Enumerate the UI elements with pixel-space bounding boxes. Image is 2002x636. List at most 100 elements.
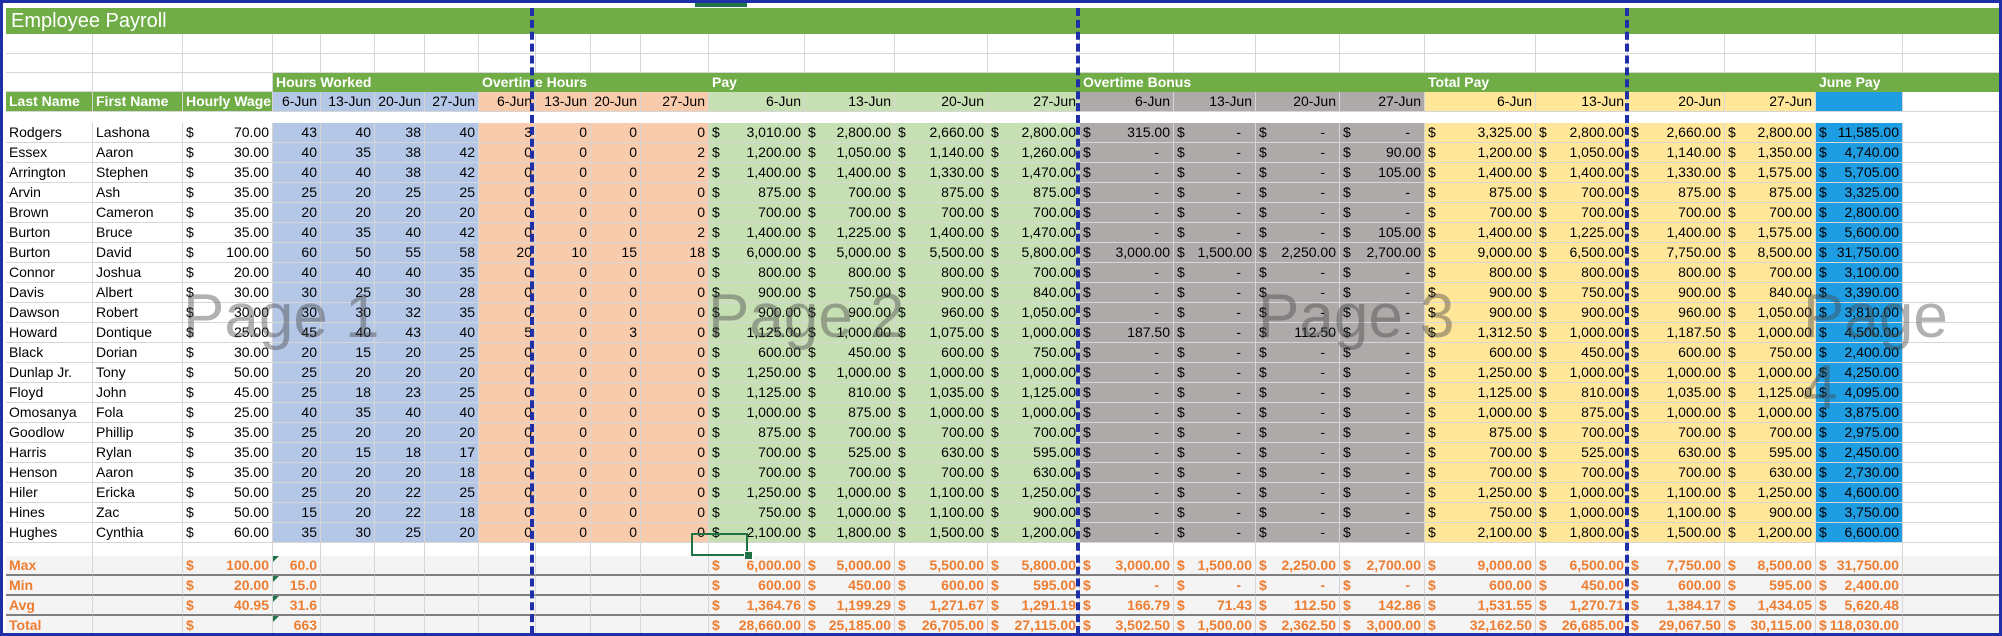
empty-cell[interactable] — [591, 556, 641, 576]
empty-cell[interactable] — [1340, 34, 1425, 54]
empty-cell[interactable] — [321, 556, 375, 576]
cell-last-name[interactable]: Dawson — [6, 303, 93, 323]
cell-overtime-hours[interactable]: 0 — [641, 123, 709, 143]
cell-overtime-hours[interactable]: 0 — [479, 183, 536, 203]
empty-cell[interactable] — [6, 34, 93, 54]
cell-hourly-wage[interactable]: $35.00 — [183, 203, 273, 223]
cell-total-pay[interactable]: $700.00 — [1536, 463, 1628, 483]
cell-overtime-bonus[interactable]: $ - — [1080, 403, 1174, 423]
cell-overtime-bonus[interactable]: $ - — [1256, 183, 1340, 203]
cell-overtime-bonus[interactable]: $ - — [1256, 503, 1340, 523]
cell-overtime-bonus[interactable]: $ - — [1174, 323, 1256, 343]
empty-cell[interactable] — [641, 53, 709, 73]
cell-last-name[interactable]: Arvin — [6, 183, 93, 203]
cell-stat-total[interactable]: $595.00 — [1725, 576, 1816, 596]
empty-cell[interactable] — [425, 616, 479, 633]
empty-cell[interactable] — [1903, 243, 1999, 263]
cell-pay[interactable]: $810.00 — [805, 383, 895, 403]
cell-overtime-bonus[interactable]: $ - — [1340, 283, 1425, 303]
cell-total-pay[interactable]: $700.00 — [1725, 423, 1816, 443]
cell-hourly-wage[interactable]: $20.00 — [183, 263, 273, 283]
cell-total-pay[interactable]: $1,400.00 — [1425, 163, 1536, 183]
cell-hourly-wage[interactable]: $30.00 — [183, 143, 273, 163]
cell-total-pay[interactable]: $1,575.00 — [1725, 223, 1816, 243]
cell-total-pay[interactable]: $1,350.00 — [1725, 143, 1816, 163]
cell-overtime-hours[interactable]: 0 — [479, 403, 536, 423]
cell-pay[interactable]: $600.00 — [895, 343, 988, 363]
cell-june-pay[interactable]: $2,730.00 — [1816, 463, 1903, 483]
cell-overtime-bonus[interactable]: $ - — [1340, 403, 1425, 423]
cell-pay[interactable]: $1,000.00 — [895, 363, 988, 383]
column-header-first-name[interactable]: First Name — [93, 92, 183, 112]
column-header-june[interactable] — [1816, 92, 1903, 112]
empty-cell[interactable] — [536, 556, 591, 576]
cell-june-pay[interactable]: $3,390.00 — [1816, 283, 1903, 303]
cell-stat-total[interactable]: $6,500.00 — [1536, 556, 1628, 576]
cell-overtime-hours[interactable]: 0 — [641, 443, 709, 463]
column-header-date[interactable]: 27-Jun — [1725, 92, 1816, 112]
cell-pay[interactable]: $700.00 — [709, 443, 805, 463]
cell-overtime-bonus[interactable]: $ - — [1174, 463, 1256, 483]
cell-total-pay[interactable]: $875.00 — [1536, 403, 1628, 423]
cell-overtime-bonus[interactable]: $ - — [1174, 223, 1256, 243]
cell-total-pay[interactable]: $1,330.00 — [1628, 163, 1725, 183]
cell-pay[interactable]: $1,225.00 — [805, 223, 895, 243]
cell-pay[interactable]: $1,000.00 — [805, 483, 895, 503]
cell-total-pay[interactable]: $700.00 — [1628, 423, 1725, 443]
empty-cell[interactable] — [1903, 363, 1999, 383]
cell-overtime-hours[interactable]: 0 — [536, 363, 591, 383]
cell-overtime-hours[interactable]: 0 — [536, 403, 591, 423]
cell-june-pay[interactable]: $3,100.00 — [1816, 263, 1903, 283]
cell-pay[interactable]: $1,050.00 — [805, 143, 895, 163]
column-header-date[interactable]: 13-Jun — [536, 92, 591, 112]
cell-overtime-bonus[interactable]: $ - — [1256, 463, 1340, 483]
cell-total-pay[interactable]: $960.00 — [1628, 303, 1725, 323]
cell-pay[interactable]: $5,000.00 — [805, 243, 895, 263]
cell-stat-total[interactable]: $29,067.50 — [1628, 616, 1725, 633]
cell-hours[interactable]: 28 — [425, 283, 479, 303]
cell-overtime-hours[interactable]: 0 — [536, 383, 591, 403]
empty-cell[interactable] — [641, 34, 709, 54]
cell-total-pay[interactable]: $600.00 — [1628, 343, 1725, 363]
cell-pay[interactable]: $900.00 — [709, 303, 805, 323]
empty-cell[interactable] — [591, 34, 641, 54]
cell-overtime-bonus[interactable]: $ - — [1080, 523, 1174, 543]
cell-first-name[interactable]: Dontique — [93, 323, 183, 343]
cell-stat-total[interactable]: $450.00 — [1536, 576, 1628, 596]
section-header-total-pay[interactable]: Total Pay — [1425, 73, 1816, 92]
cell-total-pay[interactable]: $630.00 — [1725, 463, 1816, 483]
empty-cell[interactable] — [1725, 34, 1816, 54]
empty-cell[interactable] — [1903, 556, 1999, 576]
cell-hours[interactable]: 22 — [375, 503, 425, 523]
empty-cell[interactable] — [709, 53, 805, 73]
cell-overtime-hours[interactable]: 0 — [641, 363, 709, 383]
cell-total-pay[interactable]: $1,400.00 — [1425, 223, 1536, 243]
cell-overtime-hours[interactable]: 0 — [536, 303, 591, 323]
cell-last-name[interactable]: Floyd — [6, 383, 93, 403]
empty-cell[interactable] — [1903, 483, 1999, 503]
cell-last-name[interactable]: Burton — [6, 243, 93, 263]
cell-stat-pay[interactable]: $6,000.00 — [709, 556, 805, 576]
cell-stat-pay[interactable]: $1,199.29 — [805, 596, 895, 616]
cell-overtime-bonus[interactable]: $ - — [1080, 283, 1174, 303]
cell-hours[interactable]: 18 — [425, 503, 479, 523]
cell-last-name[interactable]: Burton — [6, 223, 93, 243]
cell-stat-bonus[interactable]: $2,700.00 — [1340, 556, 1425, 576]
cell-overtime-hours[interactable]: 0 — [536, 123, 591, 143]
cell-pay[interactable]: $875.00 — [805, 403, 895, 423]
cell-overtime-hours[interactable]: 18 — [641, 243, 709, 263]
cell-pay[interactable]: $875.00 — [709, 183, 805, 203]
cell-total-pay[interactable]: $6,500.00 — [1536, 243, 1628, 263]
cell-stat-hours[interactable]: 31.6 — [273, 596, 321, 616]
cell-june-pay[interactable]: $4,740.00 — [1816, 143, 1903, 163]
cell-hourly-wage[interactable]: $35.00 — [183, 423, 273, 443]
cell-total-pay[interactable]: $1,000.00 — [1725, 363, 1816, 383]
column-header-date[interactable]: 6-Jun — [273, 92, 321, 112]
cell-pay[interactable]: $1,125.00 — [988, 383, 1080, 403]
cell-hours[interactable]: 25 — [273, 423, 321, 443]
cell-hours[interactable]: 35 — [425, 303, 479, 323]
cell-hours[interactable]: 35 — [273, 523, 321, 543]
cell-hours[interactable]: 25 — [425, 183, 479, 203]
cell-overtime-bonus[interactable]: $90.00 — [1340, 143, 1425, 163]
empty-cell[interactable] — [1903, 203, 1999, 223]
